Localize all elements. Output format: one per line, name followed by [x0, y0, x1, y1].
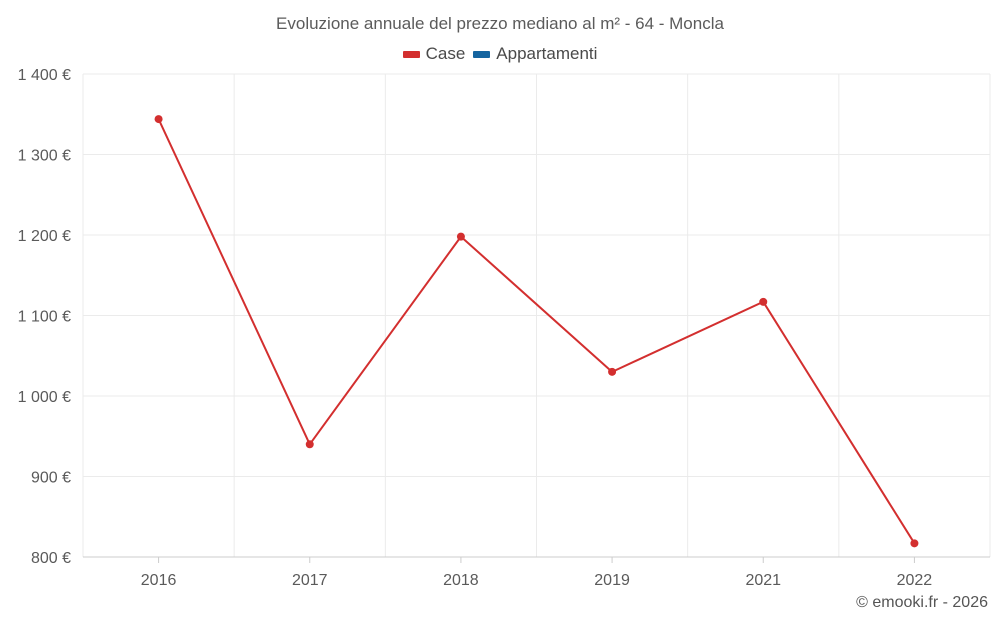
y-tick-label: 900 €: [31, 470, 71, 487]
data-point: [305, 440, 314, 449]
data-point: [456, 232, 465, 241]
x-tick-label: 2021: [745, 572, 781, 589]
x-tick-label: 2019: [594, 572, 630, 589]
y-tick-label: 800 €: [31, 550, 71, 567]
chart-title: Evoluzione annuale del prezzo mediano al…: [276, 14, 724, 33]
chart-legend: Case Appartamenti: [0, 44, 1000, 64]
data-point: [910, 539, 919, 548]
legend-swatch-appartamenti: [473, 50, 491, 58]
series-line-0: [157, 118, 916, 544]
legend-item-case[interactable]: Case: [402, 44, 466, 64]
y-tick-label: 1 400 €: [18, 67, 71, 84]
x-tick-label: 2022: [897, 572, 933, 589]
data-point: [154, 115, 163, 124]
y-tick-label: 1 100 €: [18, 309, 71, 326]
legend-label-appartamenti: Appartamenti: [496, 44, 598, 63]
x-tick-label: 2017: [292, 572, 328, 589]
y-tick-label: 1 000 €: [18, 389, 71, 406]
legend-label-case: Case: [425, 44, 466, 63]
legend-swatch-case: [402, 50, 420, 58]
x-tick-label: 2018: [443, 572, 479, 589]
x-tick-label: 2016: [141, 572, 177, 589]
y-tick-label: 1 300 €: [18, 148, 71, 165]
data-point: [759, 297, 768, 306]
legend-item-appartamenti[interactable]: Appartamenti: [473, 44, 597, 64]
credit-text: © emooki.fr - 2026: [856, 594, 988, 611]
data-point: [608, 367, 617, 376]
y-tick-label: 1 200 €: [18, 228, 71, 245]
